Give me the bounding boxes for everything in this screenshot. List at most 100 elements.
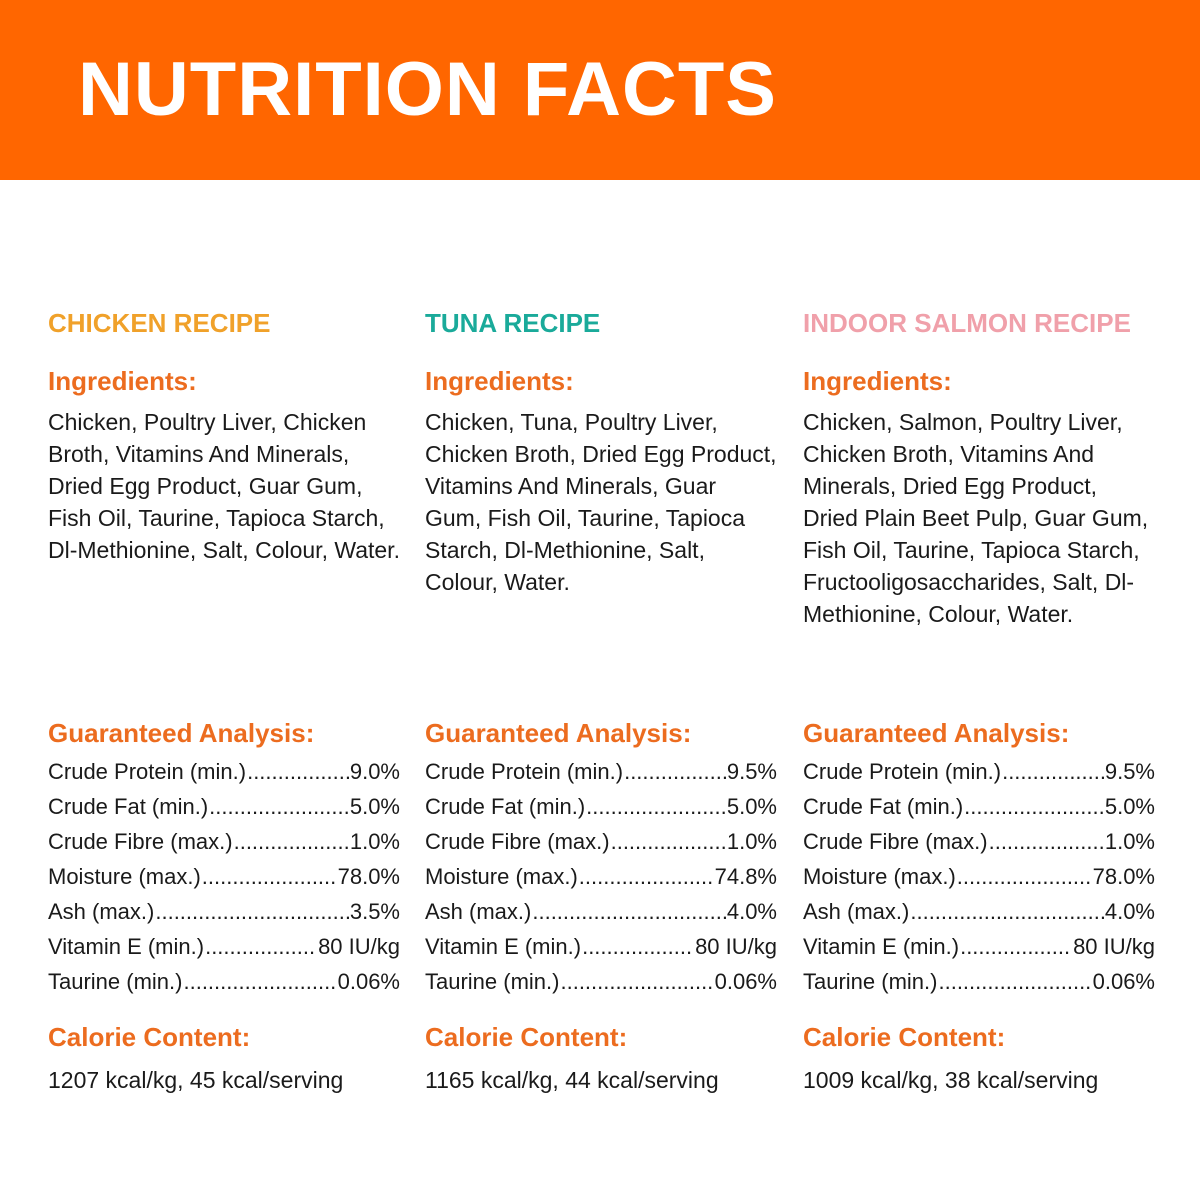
analysis-value: 9.0% <box>349 759 400 784</box>
analysis-row: Moisture (max.) 74.8% <box>425 859 777 894</box>
dot-leader <box>910 894 1103 929</box>
dot-leader <box>155 894 348 929</box>
recipe-column: TUNA RECIPE Ingredients: Chicken, Tuna, Po… <box>425 306 777 1093</box>
analysis-value: 0.06% <box>337 969 400 994</box>
ingredients-text: Chicken, Salmon, Poultry Liver, Chicken … <box>803 409 1149 627</box>
dot-leader <box>532 894 725 929</box>
dot-leader <box>586 789 726 824</box>
dot-leader <box>957 859 1092 894</box>
ingredients-heading: Ingredients: <box>425 366 574 396</box>
analysis-row: Ash (max.) 3.5% <box>48 894 400 929</box>
dot-leader <box>209 789 349 824</box>
analysis-label: Ash (max.) <box>425 899 532 924</box>
analysis-row: Crude Fibre (max.) 1.0% <box>425 824 777 859</box>
analysis-row: Vitamin E (min.) 80 IU/kg <box>803 929 1155 964</box>
dot-leader <box>938 964 1091 999</box>
analysis-value: 1.0% <box>1104 829 1155 854</box>
calorie-content-heading: Calorie Content: <box>803 1022 1006 1052</box>
dot-leader <box>1002 754 1104 789</box>
analysis-value: 0.06% <box>714 969 777 994</box>
dot-leader <box>624 754 726 789</box>
analysis-label: Crude Fibre (max.) <box>48 829 233 854</box>
dot-leader <box>234 824 349 859</box>
analysis-label: Vitamin E (min.) <box>803 934 960 959</box>
analysis-value: 78.0% <box>1092 864 1155 889</box>
analysis-value: 1.0% <box>349 829 400 854</box>
analysis-value: 9.5% <box>1104 759 1155 784</box>
dot-leader <box>964 789 1104 824</box>
analysis-label: Crude Protein (min.) <box>803 759 1002 784</box>
recipe-title: INDOOR SALMON RECIPE <box>803 308 1131 338</box>
ingredients-text: Chicken, Tuna, Poultry Liver, Chicken Br… <box>425 409 777 595</box>
analysis-label: Ash (max.) <box>803 899 910 924</box>
analysis-row: Vitamin E (min.) 80 IU/kg <box>425 929 777 964</box>
dot-leader <box>202 859 337 894</box>
analysis-label: Taurine (min.) <box>425 969 560 994</box>
analysis-value: 4.0% <box>1104 899 1155 924</box>
analysis-value: 1.0% <box>726 829 777 854</box>
dot-leader <box>183 964 336 999</box>
analysis-row: Vitamin E (min.) 80 IU/kg <box>48 929 400 964</box>
analysis-value: 80 IU/kg <box>695 934 777 959</box>
analysis-label: Crude Fibre (max.) <box>803 829 988 854</box>
analysis-value: 5.0% <box>1104 794 1155 819</box>
analysis-label: Taurine (min.) <box>803 969 938 994</box>
guaranteed-analysis-heading: Guaranteed Analysis: <box>425 718 692 748</box>
analysis-row: Crude Fibre (max.) 1.0% <box>803 824 1155 859</box>
guaranteed-analysis-heading: Guaranteed Analysis: <box>803 718 1070 748</box>
analysis-label: Crude Fat (min.) <box>425 794 586 819</box>
dot-leader <box>205 929 317 964</box>
page-title: NUTRITION FACTS <box>78 47 777 132</box>
analysis-label: Vitamin E (min.) <box>425 934 582 959</box>
analysis-label: Taurine (min.) <box>48 969 183 994</box>
calorie-content-text: 1165 kcal/kg, 44 kcal/serving <box>425 1067 719 1093</box>
analysis-value: 80 IU/kg <box>1073 934 1155 959</box>
guaranteed-analysis-heading: Guaranteed Analysis: <box>48 718 315 748</box>
analysis-row: Crude Fibre (max.) 1.0% <box>48 824 400 859</box>
calorie-content-heading: Calorie Content: <box>425 1022 628 1052</box>
analysis-row: Ash (max.) 4.0% <box>425 894 777 929</box>
analysis-label: Crude Fat (min.) <box>48 794 209 819</box>
analysis-row: Moisture (max.) 78.0% <box>48 859 400 894</box>
analysis-value: 5.0% <box>726 794 777 819</box>
analysis-label: Moisture (max.) <box>48 864 201 889</box>
analysis-row: Taurine (min.) 0.06% <box>48 964 400 999</box>
header-banner: NUTRITION FACTS <box>0 0 1200 180</box>
analysis-row: Moisture (max.) 78.0% <box>803 859 1155 894</box>
ingredients-heading: Ingredients: <box>803 366 952 396</box>
analysis-label: Crude Fibre (max.) <box>425 829 610 854</box>
analysis-row: Crude Fat (min.) 5.0% <box>803 789 1155 824</box>
recipe-title: CHICKEN RECIPE <box>48 308 271 338</box>
calorie-content-text: 1009 kcal/kg, 38 kcal/serving <box>803 1067 1099 1093</box>
recipe-column: INDOOR SALMON RECIPE Ingredients: Chicken,… <box>803 306 1155 1093</box>
analysis-value: 4.0% <box>726 899 777 924</box>
recipe-column: CHICKEN RECIPE Ingredients: Chicken, Poult… <box>48 306 400 1093</box>
analysis-value: 9.5% <box>726 759 777 784</box>
analysis-row: Crude Fat (min.) 5.0% <box>48 789 400 824</box>
analysis-label: Crude Protein (min.) <box>425 759 624 784</box>
analysis-row: Crude Fat (min.) 5.0% <box>425 789 777 824</box>
analysis-row: Crude Protein (min.) 9.0% <box>48 754 400 789</box>
guaranteed-analysis-list: Crude Protein (min.) 9.5% Crude Fat (min.)… <box>803 754 1155 999</box>
analysis-row: Ash (max.) 4.0% <box>803 894 1155 929</box>
guaranteed-analysis-list: Crude Protein (min.) 9.5% Crude Fat (min.)… <box>425 754 777 999</box>
analysis-value: 74.8% <box>714 864 777 889</box>
calorie-content-heading: Calorie Content: <box>48 1022 251 1052</box>
analysis-value: 0.06% <box>1092 969 1155 994</box>
analysis-label: Moisture (max.) <box>803 864 956 889</box>
guaranteed-analysis-list: Crude Protein (min.) 9.0% Crude Fat (min.)… <box>48 754 400 999</box>
analysis-row: Taurine (min.) 0.06% <box>425 964 777 999</box>
analysis-value: 5.0% <box>349 794 400 819</box>
ingredients-text: Chicken, Poultry Liver, Chicken Broth, V… <box>48 409 400 563</box>
ingredients-heading: Ingredients: <box>48 366 197 396</box>
analysis-label: Ash (max.) <box>48 899 155 924</box>
dot-leader <box>989 824 1104 859</box>
calorie-content-text: 1207 kcal/kg, 45 kcal/serving <box>48 1067 344 1093</box>
dot-leader <box>611 824 726 859</box>
analysis-row: Crude Protein (min.) 9.5% <box>425 754 777 789</box>
dot-leader <box>560 964 713 999</box>
dot-leader <box>247 754 349 789</box>
dot-leader <box>579 859 714 894</box>
dot-leader <box>582 929 694 964</box>
analysis-value: 3.5% <box>349 899 400 924</box>
